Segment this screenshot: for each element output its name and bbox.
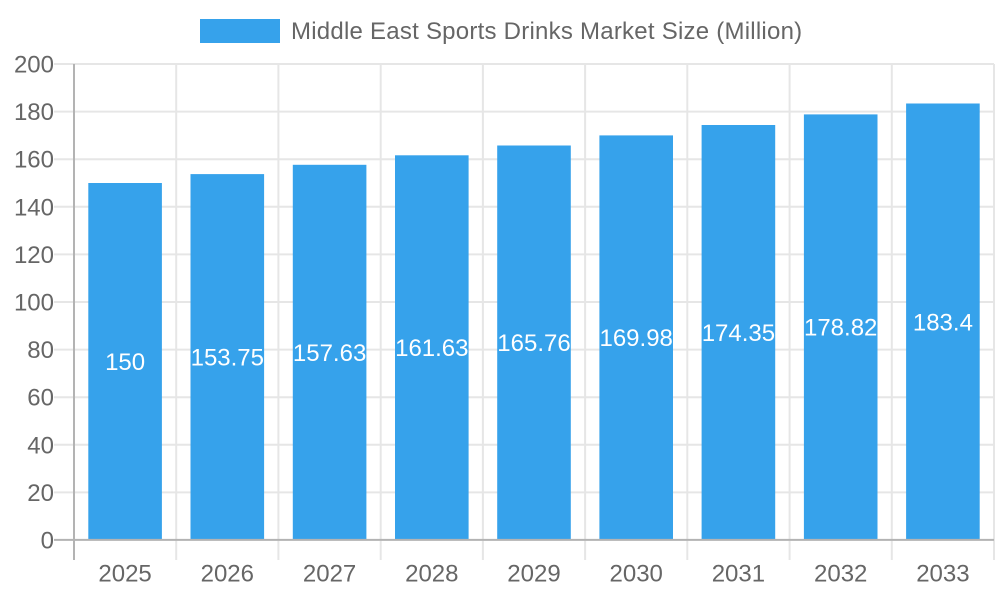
svg-text:160: 160 [14,147,54,174]
svg-text:165.76: 165.76 [497,330,570,357]
svg-text:2031: 2031 [712,561,765,588]
svg-text:200: 200 [14,52,54,79]
svg-text:157.63: 157.63 [293,340,366,367]
svg-text:80: 80 [27,337,54,364]
svg-text:2027: 2027 [303,561,356,588]
svg-text:2028: 2028 [405,561,458,588]
svg-text:169.98: 169.98 [599,325,672,352]
svg-text:20: 20 [27,480,54,507]
svg-text:2032: 2032 [814,561,867,588]
svg-text:2029: 2029 [507,561,560,588]
svg-text:40: 40 [27,432,54,459]
svg-text:178.82: 178.82 [804,315,877,342]
svg-text:60: 60 [27,385,54,412]
svg-text:153.75: 153.75 [191,345,264,372]
svg-text:150: 150 [105,349,145,376]
svg-text:2030: 2030 [610,561,663,588]
svg-text:2033: 2033 [916,561,969,588]
svg-text:100: 100 [14,290,54,317]
svg-text:183.4: 183.4 [913,309,973,336]
svg-text:180: 180 [14,99,54,126]
svg-text:2025: 2025 [98,561,151,588]
svg-text:120: 120 [14,242,54,269]
svg-text:0: 0 [41,528,54,555]
svg-text:140: 140 [14,194,54,221]
svg-text:Middle East Sports Drinks Mark: Middle East Sports Drinks Market Size (M… [291,18,802,45]
svg-text:161.63: 161.63 [395,335,468,362]
svg-text:174.35: 174.35 [702,320,775,347]
svg-text:2026: 2026 [201,561,254,588]
